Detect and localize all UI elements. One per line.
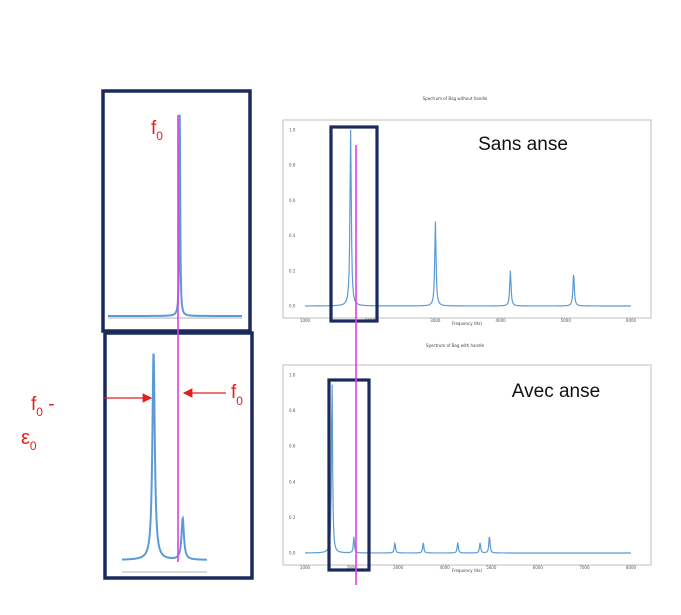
y-tick-label: 0.2 (289, 515, 296, 520)
y-tick-labels: 0.0 0.2 0.4 0.6 0.8 1.0 (289, 128, 296, 309)
chart-title: Spectrum of Bag with handle (426, 343, 485, 348)
label-avec-anse: Avec anse (512, 381, 600, 402)
y-tick-label: 0.0 (289, 304, 296, 309)
x-tick-label: 7000 (579, 565, 590, 570)
label-f0-top: f0 (151, 118, 163, 143)
x-tick-label: 4000 (440, 565, 451, 570)
x-tick-label: 5000 (486, 565, 497, 570)
spectrum-line (305, 129, 631, 307)
x-tick-label: 8000 (626, 565, 637, 570)
x-axis-label: Frequency (Hz) (452, 321, 483, 326)
chart-with-handle: Spectrum of Bag with handle 0.0 0.2 0.4 0.6… (282, 343, 652, 573)
y-tick-labels: 0.0 0.2 0.4 0.6 0.8 1.0 (289, 373, 296, 556)
x-tick-label: 6000 (626, 318, 637, 323)
x-tick-label: 4000 (496, 318, 507, 323)
y-tick-label: 0.6 (289, 444, 296, 449)
y-tick-label: 0.4 (289, 479, 296, 484)
y-tick-label: 1.0 (289, 128, 296, 133)
x-tick-labels: 1000 2000 3000 4000 5000 6000 7000 8000 (300, 565, 637, 570)
plot-frame (282, 119, 652, 319)
plot-frame (282, 364, 652, 566)
chart-title: Spectrum of Bag without handle (423, 96, 488, 101)
x-tick-label: 2000 (346, 565, 357, 570)
chart-without-handle: Spectrum of Bag without handle 0.0 0.2 0.4… (282, 96, 652, 326)
label-epsilon0: ε0 (21, 427, 37, 453)
zoom-frame (327, 378, 371, 572)
annotations: f0 f0 f0 - ε0 (21, 118, 243, 453)
y-tick-label: 0.2 (289, 268, 296, 273)
y-tick-label: 0.6 (289, 198, 296, 203)
label-sans-anse: Sans anse (478, 134, 568, 155)
zoom-spectrum-line (121, 353, 208, 561)
y-tick-label: 0.0 (289, 551, 296, 556)
zoom-spectrum-line (108, 114, 243, 317)
y-tick-label: 1.0 (289, 373, 296, 378)
x-tick-label: 1000 (300, 318, 311, 323)
x-tick-label: 3000 (393, 565, 404, 570)
label-f0-arrow: f0 (231, 382, 243, 408)
zoom-frame (329, 125, 379, 323)
y-tick-label: 0.8 (289, 163, 296, 168)
x-tick-label: 6000 (533, 565, 544, 570)
x-tick-label: 3000 (430, 318, 441, 323)
zoom-panel-frame (101, 89, 252, 333)
y-tick-label: 0.8 (289, 408, 296, 413)
spectrum-line (305, 384, 631, 554)
x-axis-label: Frequency (Hz) (452, 568, 483, 573)
label-f0-minus: f0 - (31, 394, 55, 419)
x-tick-label: 1000 (300, 565, 311, 570)
x-tick-label: 5000 (561, 318, 572, 323)
y-tick-label: 0.4 (289, 233, 296, 238)
zoom-without-handle (101, 89, 252, 333)
